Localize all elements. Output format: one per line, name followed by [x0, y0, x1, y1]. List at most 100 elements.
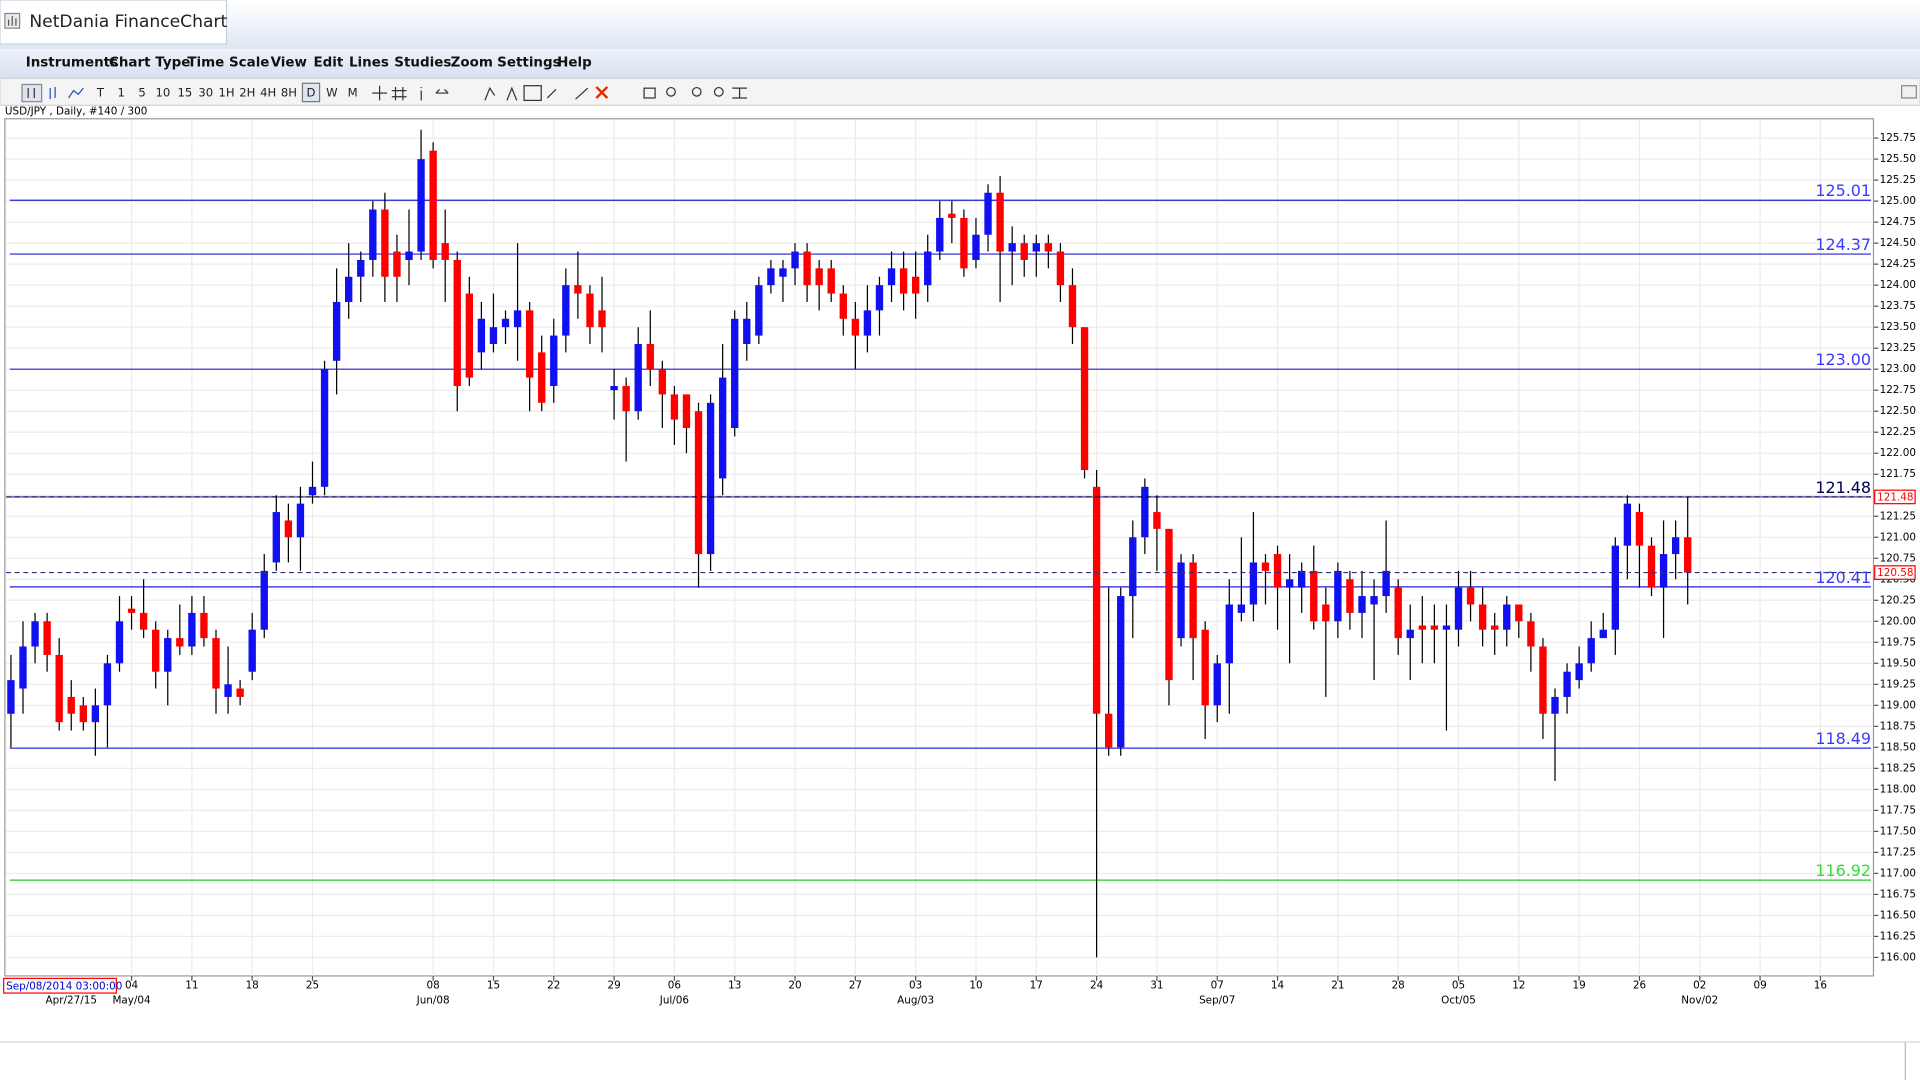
candle-body	[67, 696, 75, 714]
title-tab	[0, 0, 228, 45]
menu-item[interactable]: Edit	[313, 55, 343, 70]
candle-body	[610, 386, 618, 391]
y-tick-label: 118.25	[1880, 762, 1916, 774]
candle-body	[646, 343, 654, 370]
candle-body	[248, 629, 256, 672]
candle-body	[1442, 625, 1451, 630]
candle-body	[1213, 663, 1221, 706]
x-tick-label: 31	[1150, 980, 1163, 992]
candle-body	[1008, 243, 1016, 252]
candle-body	[622, 386, 630, 412]
x-tick-label: 08	[427, 980, 440, 992]
candle-body	[1491, 625, 1499, 630]
candle-body	[924, 251, 932, 286]
y-tick-label: 117.25	[1880, 846, 1916, 858]
x-month-label: Jun/08	[416, 994, 450, 1006]
y-tick-label: 122.75	[1880, 384, 1916, 396]
candle-body	[272, 512, 280, 563]
timeframe-button[interactable]: 4H	[260, 86, 276, 100]
y-tick-label: 124.00	[1880, 279, 1916, 291]
menu-item[interactable]: View	[271, 55, 307, 70]
candle-body	[1237, 604, 1246, 613]
timeframe-button[interactable]: T	[96, 86, 105, 100]
candle-body	[188, 612, 196, 647]
menu-item[interactable]: Time Scale	[187, 55, 269, 70]
candle-body	[1104, 713, 1113, 748]
timeframe-button[interactable]: 2H	[239, 86, 255, 100]
y-tick-label: 121.00	[1880, 531, 1916, 543]
chart: 116.00 116.25 116.50 116.75 117.00 117.25 117.…	[3, 120, 1916, 1006]
y-tick-label: 119.25	[1880, 678, 1916, 690]
candle-body	[875, 285, 884, 311]
menu-item[interactable]: Lines	[349, 55, 389, 70]
y-tick-label: 120.25	[1880, 594, 1916, 606]
x-tick-label: 14	[1271, 980, 1285, 992]
candle-body	[718, 377, 727, 479]
candle-body	[706, 402, 715, 555]
x-tick-label: 25	[306, 980, 319, 992]
title-bar	[0, 0, 1920, 49]
timeframe-button[interactable]: M	[348, 86, 358, 100]
price-marker-label: 120.58	[1877, 567, 1913, 579]
timeframe-button[interactable]: 10	[155, 86, 170, 100]
y-tick-label: 118.75	[1880, 720, 1916, 732]
candle-body	[1503, 604, 1511, 630]
app-icon	[4, 12, 21, 29]
candle-body	[55, 654, 63, 723]
menu-item[interactable]: Settings	[497, 55, 561, 70]
candle-body	[1153, 512, 1161, 529]
candle-body	[779, 268, 787, 277]
y-tick-label: 125.50	[1880, 153, 1916, 165]
candle-body	[1647, 545, 1656, 588]
plot-area	[4, 118, 1875, 977]
y-tick-label: 117.75	[1880, 804, 1916, 816]
menu-item[interactable]: Instruments	[26, 55, 118, 70]
candle-body	[791, 251, 799, 269]
x-tick-label: 02	[1693, 980, 1706, 992]
panel-toggle[interactable]	[1901, 85, 1917, 99]
y-tick-label: 120.00	[1880, 615, 1916, 627]
x-month-label: Oct/05	[1441, 994, 1476, 1006]
candle-body	[525, 310, 534, 378]
timeframe-button[interactable]: W	[326, 86, 338, 100]
timeframe-button[interactable]: 15	[177, 86, 192, 100]
timeframe-button[interactable]: 8H	[281, 86, 297, 100]
candle-body	[1370, 596, 1378, 605]
x-tick-label: 11	[185, 980, 198, 992]
candle-body	[296, 503, 305, 538]
y-tick-label: 123.25	[1880, 342, 1916, 354]
price-marker-box	[1874, 565, 1916, 580]
candle-body	[212, 638, 220, 689]
candle-body	[1201, 629, 1209, 706]
timeframe-button[interactable]: 5	[138, 86, 145, 100]
candle-body	[139, 612, 148, 630]
x-tick-label: 27	[849, 980, 862, 992]
menu-item[interactable]: Studies	[394, 55, 451, 70]
menu-bar	[0, 48, 1920, 79]
menu-item[interactable]: Chart Type	[109, 55, 190, 70]
y-tick-label: 120.75	[1880, 552, 1916, 564]
candle-body	[731, 318, 739, 429]
candle-body	[477, 318, 486, 353]
timeframe-button[interactable]: 1H	[218, 86, 234, 100]
y-tick-label: 118.00	[1880, 783, 1916, 795]
timeframe-button[interactable]: 30	[198, 86, 213, 100]
timeframe-button[interactable]: D	[307, 86, 316, 100]
candle-body	[670, 394, 679, 420]
candle-body	[1635, 512, 1644, 546]
menu-item[interactable]: Zoom	[451, 55, 493, 70]
candle-body	[1044, 243, 1053, 252]
candle-body	[960, 217, 968, 269]
menu-item[interactable]: Help	[557, 55, 592, 70]
timeframe-button[interactable]: 1	[118, 86, 125, 100]
price-marker-label: 121.48	[1877, 492, 1913, 504]
candle-body	[465, 293, 474, 378]
candle-body	[115, 621, 124, 664]
candle-body	[1406, 629, 1414, 639]
x-tick-label: 13	[728, 980, 741, 992]
candle-body	[453, 259, 461, 387]
candle-body	[1020, 243, 1028, 260]
candle-body	[911, 276, 920, 294]
candle-body	[863, 310, 872, 336]
level-label: 118.49	[1815, 729, 1871, 748]
